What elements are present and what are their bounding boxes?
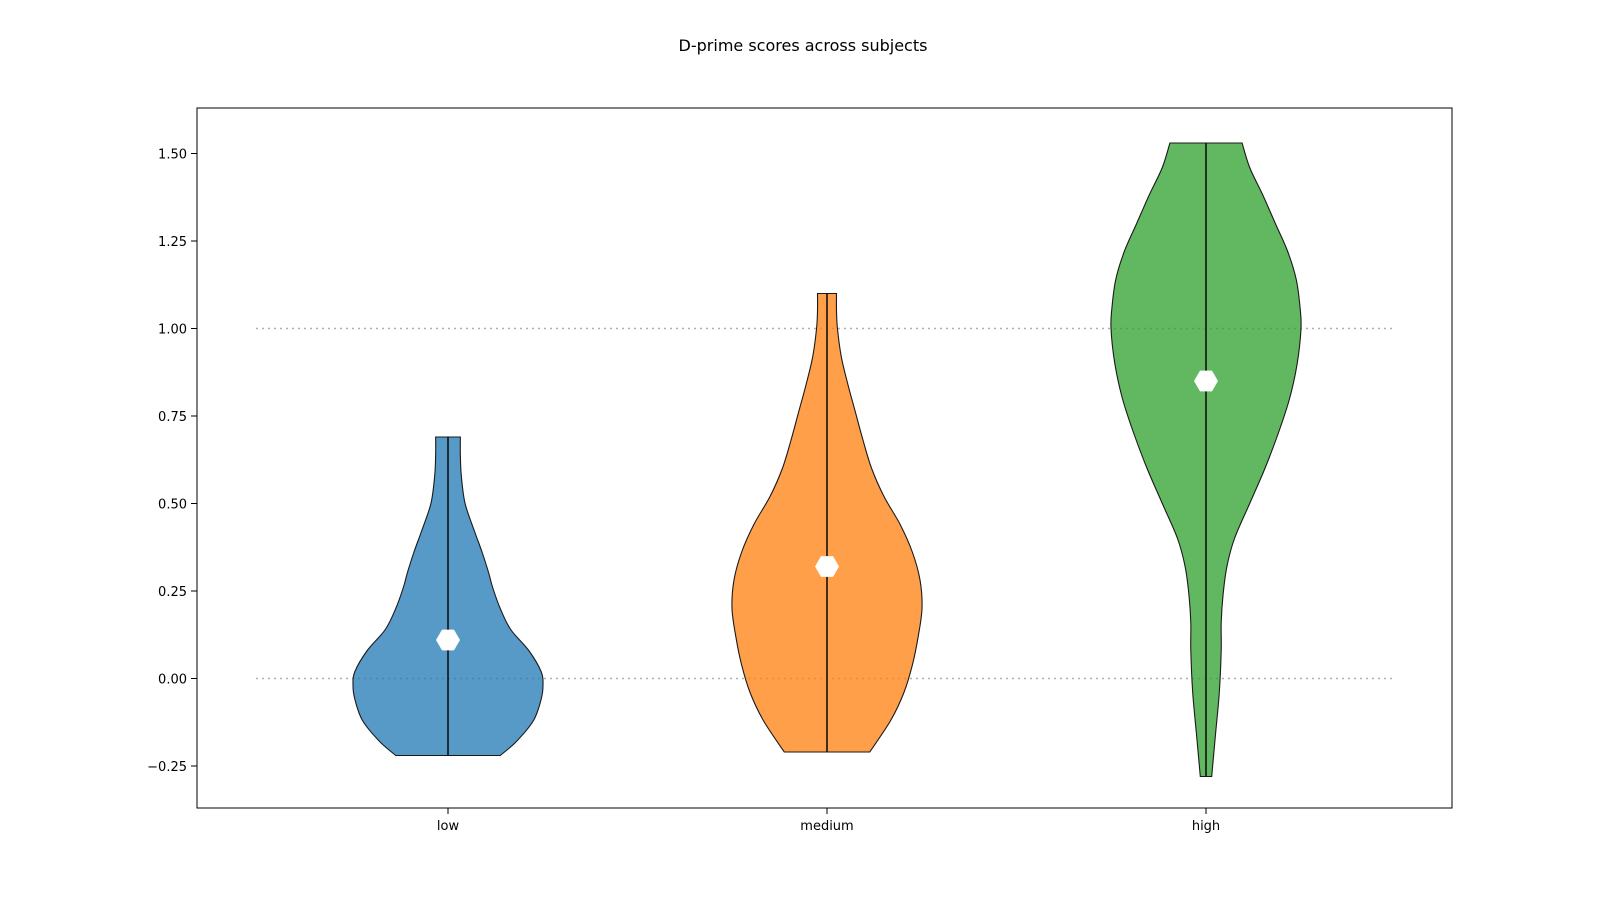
y-tick-label: 0.00 (158, 673, 187, 688)
x-axis: low medium high (437, 808, 1220, 834)
violin-center-marker-low (436, 629, 460, 651)
x-tick-label-medium: medium (800, 819, 853, 834)
violin-center-marker-medium (815, 556, 839, 577)
violin-medium (731, 292, 923, 753)
plot-frame (196, 107, 1453, 809)
violin-low (352, 436, 544, 757)
x-tick-label-high: high (1192, 819, 1220, 834)
violin-center-marker-high (1194, 370, 1218, 392)
violins (352, 142, 1302, 778)
y-tick-label: 0.50 (158, 498, 187, 513)
y-tick-label: 1.50 (158, 148, 187, 163)
x-tick-label-low: low (437, 819, 460, 834)
y-tick-label: 0.75 (158, 410, 187, 425)
chart-title: D-prime scores across subjects (679, 36, 928, 55)
y-tick-label: −0.25 (147, 760, 187, 775)
y-tick-label: 1.00 (158, 323, 187, 338)
y-tick-label: 1.25 (158, 235, 187, 250)
y-axis: −0.25 0.00 0.25 0.50 0.75 1.00 1.25 1.50 (147, 148, 197, 775)
violin-high (1110, 142, 1302, 778)
y-tick-label: 0.25 (158, 585, 187, 600)
